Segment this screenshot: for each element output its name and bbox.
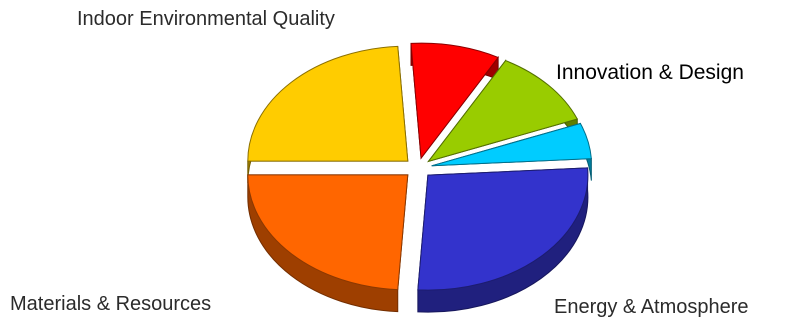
slice-label-innovation-design: Innovation & Design [556,61,744,84]
pie-slice-tops [247,42,592,291]
slice-label-energy-atmosphere: Energy & Atmosphere [554,296,749,318]
pie-slice-innovation-design [427,59,579,163]
slice-label-materials-resources: Materials & Resources [10,293,212,315]
pie-slice-indoor-environmental-quality [247,45,409,162]
pie-slice-energy-atmosphere [417,167,589,291]
pie-slice-unlabeled-1 [410,42,499,160]
slice-label-indoor-environmental-quality: Indoor Environmental Quality [77,8,335,30]
pie-slice-materials-resources [247,174,409,291]
pie-slice-unlabeled-3 [431,122,592,167]
